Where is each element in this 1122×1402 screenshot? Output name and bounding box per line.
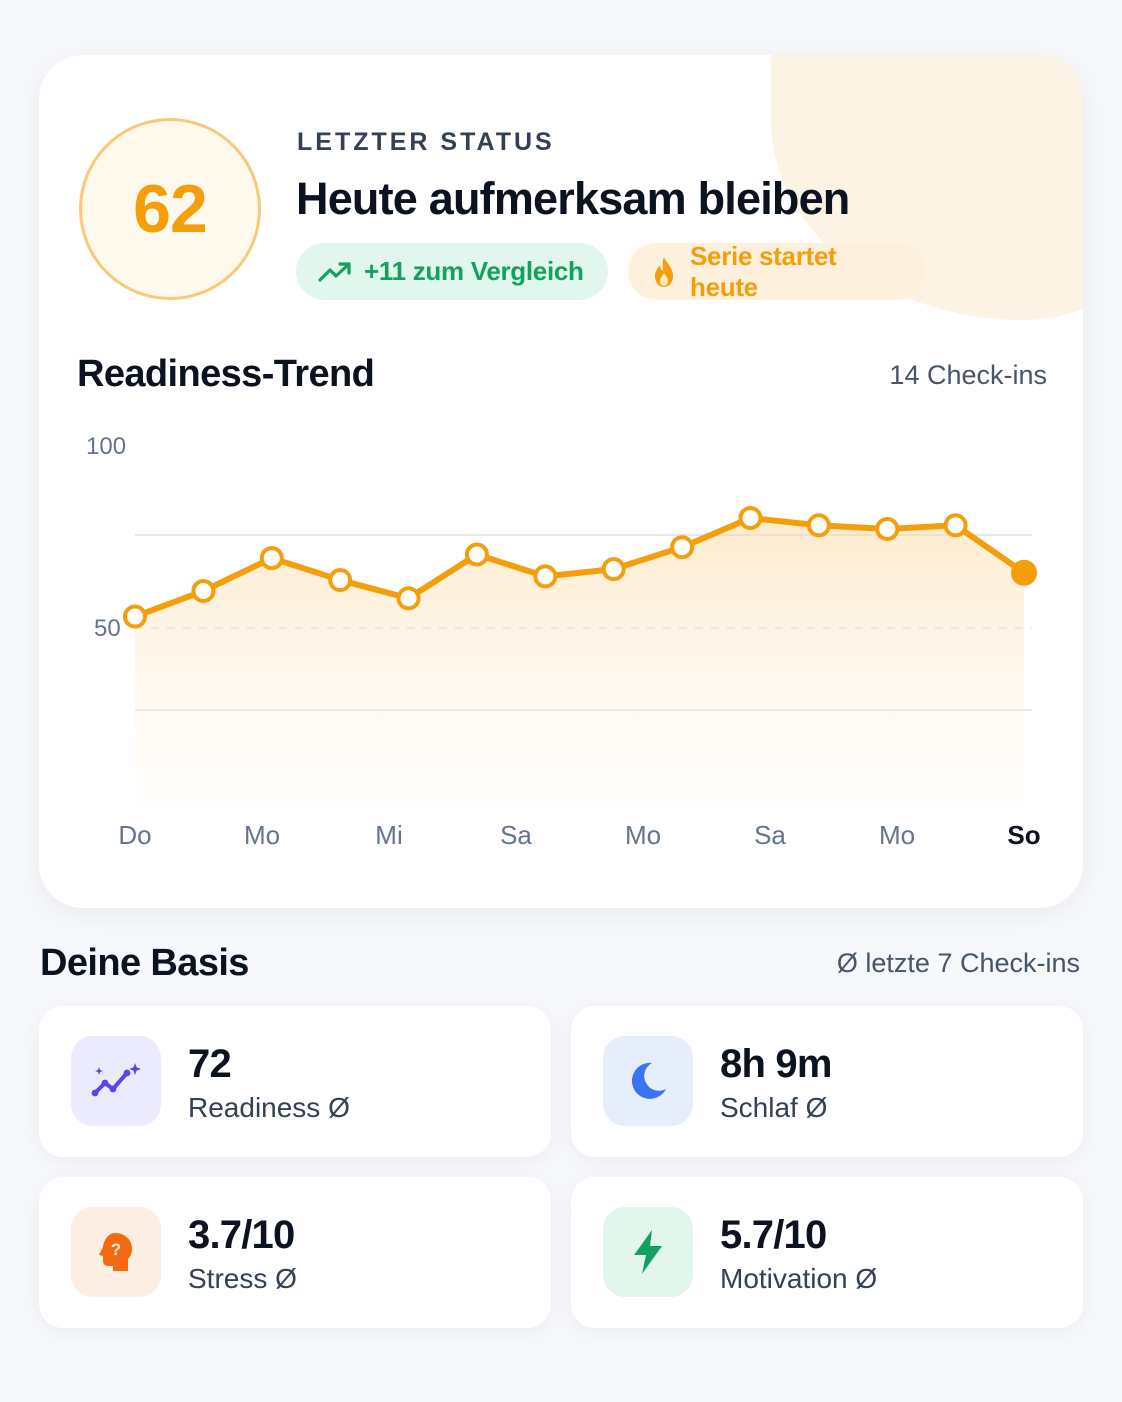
data-point[interactable]	[601, 557, 626, 582]
readiness-icon-badge	[71, 1036, 161, 1126]
data-point[interactable]	[259, 546, 284, 571]
series-area	[135, 518, 1024, 810]
data-point[interactable]	[806, 513, 831, 538]
x-tick-label: Sa	[754, 820, 786, 850]
motivation-tile[interactable]: 5.7/10 Motivation Ø	[571, 1177, 1083, 1328]
data-point[interactable]	[875, 516, 900, 541]
readiness-value: 72	[188, 1042, 232, 1086]
moon-icon	[631, 1062, 666, 1099]
y-tick-50: 50	[94, 615, 121, 642]
stress-value: 3.7/10	[188, 1213, 295, 1257]
score-value: 62	[133, 171, 208, 247]
x-tick-label: Sa	[500, 820, 532, 850]
streak-badge-label: Serie startet heute	[690, 240, 837, 302]
readiness-label: Readiness Ø	[188, 1092, 350, 1123]
status-card: 62 LETZTER STATUS Heute aufmerksam bleib…	[39, 55, 1083, 908]
y-tick-100: 100	[86, 433, 127, 460]
stress-label: Stress Ø	[188, 1263, 297, 1294]
data-point-current[interactable]	[1011, 559, 1037, 586]
motivation-icon-badge	[603, 1207, 693, 1297]
sleep-icon-badge	[603, 1036, 693, 1126]
delta-badge: +11 zum Vergleich	[296, 243, 608, 300]
trending-up-icon	[318, 261, 351, 282]
data-point[interactable]	[670, 535, 695, 560]
basis-meta: Ø letzte 7 Check-ins	[836, 948, 1080, 978]
data-point[interactable]	[191, 579, 216, 603]
status-eyebrow: LETZTER STATUS	[297, 128, 555, 156]
sleep-label: Schlaf Ø	[720, 1092, 828, 1123]
streak-badge: Serie startet heute	[628, 240, 925, 302]
x-tick-label: Mo	[878, 820, 916, 850]
data-point[interactable]	[943, 513, 968, 538]
data-point[interactable]	[396, 586, 421, 611]
x-tick-label: Do	[118, 820, 152, 850]
data-point[interactable]	[328, 568, 353, 593]
basis-title: Deine Basis	[40, 942, 249, 984]
x-tick-label: So	[1007, 820, 1041, 850]
readiness-tile[interactable]: 72 Readiness Ø	[39, 1006, 551, 1157]
sparkle-chart-icon	[91, 1063, 141, 1097]
x-tick-label: Mi	[375, 820, 403, 850]
svg-text:?: ?	[111, 1240, 121, 1259]
x-tick-label: Mo	[243, 820, 281, 850]
data-point[interactable]	[464, 542, 489, 567]
data-point[interactable]	[123, 604, 147, 629]
sleep-value: 8h 9m	[720, 1042, 832, 1086]
motivation-label: Motivation Ø	[720, 1263, 878, 1294]
flame-icon	[655, 256, 673, 287]
delta-badge-label: +11 zum Vergleich	[364, 256, 584, 286]
head-question-icon: ?	[99, 1233, 132, 1271]
status-headline: Heute aufmerksam bleiben	[296, 173, 850, 224]
trend-title: Readiness-Trend	[77, 353, 375, 395]
lightning-icon	[634, 1230, 662, 1274]
trend-checkin-count: 14 Check-ins	[889, 360, 1047, 390]
x-tick-label: Mo	[624, 820, 662, 850]
stress-icon-badge: ?	[71, 1207, 161, 1297]
score-ring: 62	[79, 118, 261, 300]
stress-tile[interactable]: ? 3.7/10 Stress Ø	[39, 1177, 551, 1328]
data-point[interactable]	[533, 564, 558, 589]
sleep-tile[interactable]: 8h 9m Schlaf Ø	[571, 1006, 1083, 1157]
motivation-value: 5.7/10	[720, 1213, 827, 1257]
readiness-chart	[123, 506, 1037, 810]
data-point[interactable]	[738, 506, 763, 530]
